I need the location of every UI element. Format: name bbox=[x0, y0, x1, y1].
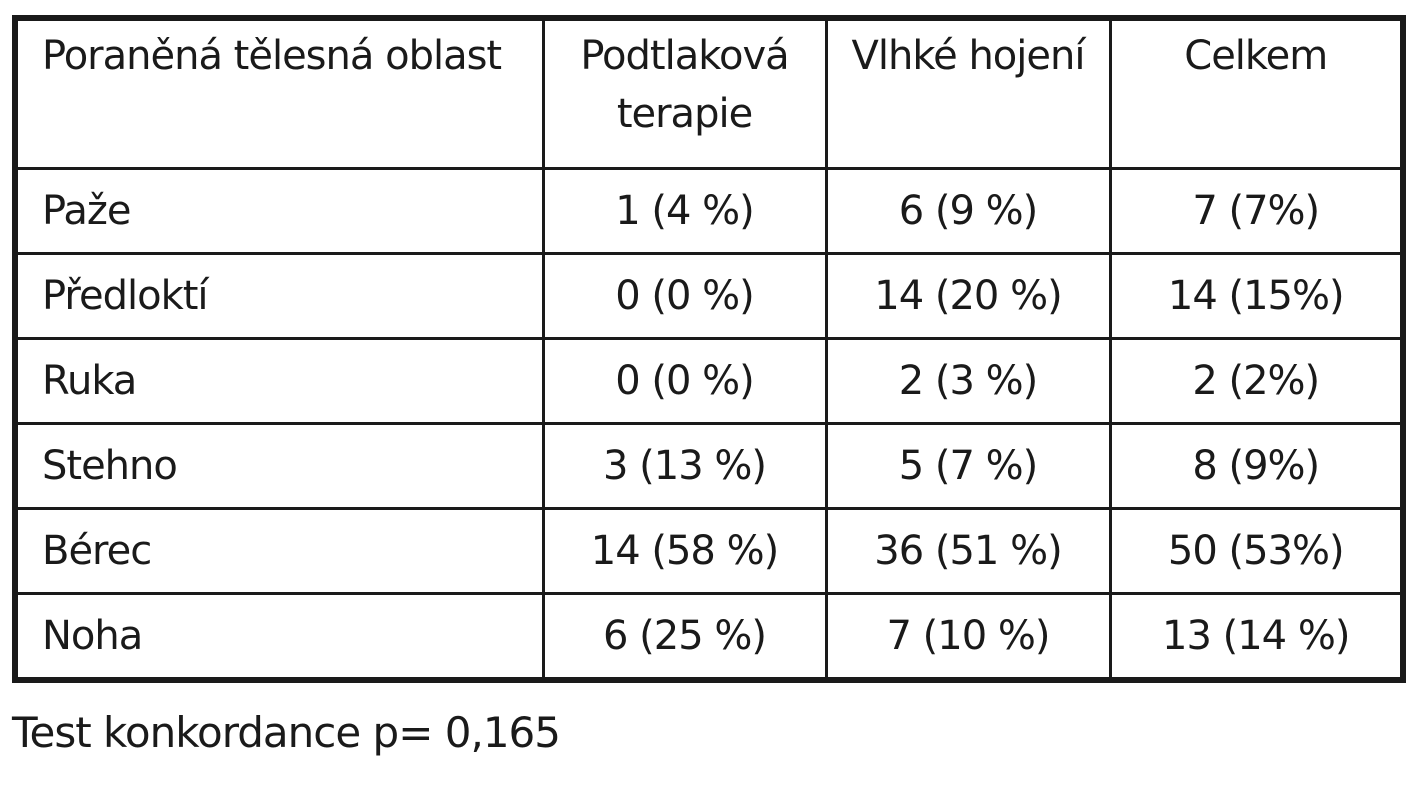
table-cell: 50 (53%) bbox=[1108, 507, 1405, 595]
data-table: Poraněná tělesná oblast Podtlaková terapi… bbox=[12, 15, 1406, 683]
table-row: Stehno 3 (13 %) 5 (7 %) 8 (9%) bbox=[13, 422, 1405, 510]
table-cell: 14 (20 %) bbox=[824, 252, 1112, 340]
row-label: Paže bbox=[13, 167, 545, 255]
row-label: Bérec bbox=[13, 507, 545, 595]
table-cell: 7 (10 %) bbox=[824, 592, 1112, 682]
table-cell: 14 (15%) bbox=[1108, 252, 1405, 340]
table-container: Poraněná tělesná oblast Podtlaková terapi… bbox=[12, 15, 1406, 683]
table-row: Předloktí 0 (0 %) 14 (20 %) 14 (15%) bbox=[13, 252, 1405, 340]
header-cell: Celkem bbox=[1108, 16, 1405, 170]
table-cell: 13 (14 %) bbox=[1108, 592, 1405, 682]
table-cell: 2 (2%) bbox=[1108, 337, 1405, 425]
table-row: Bérec 14 (58 %) 36 (51 %) 50 (53%) bbox=[13, 507, 1405, 595]
row-label: Předloktí bbox=[13, 252, 545, 340]
table-cell: 0 (0 %) bbox=[541, 337, 828, 425]
header-cell: Vlhké hojení bbox=[824, 16, 1112, 170]
header-cell: Podtlaková terapie bbox=[541, 16, 828, 170]
table-cell: 7 (7%) bbox=[1108, 167, 1405, 255]
table-body: Paže 1 (4 %) 6 (9 %) 7 (7%) Předloktí 0 (0 %)… bbox=[13, 167, 1405, 682]
table-head: Poraněná tělesná oblast Podtlaková terapi… bbox=[13, 16, 1405, 170]
table-cell: 3 (13 %) bbox=[541, 422, 828, 510]
table-cell: 2 (3 %) bbox=[824, 337, 1112, 425]
header-row: Poraněná tělesná oblast Podtlaková terapi… bbox=[13, 16, 1405, 170]
table-cell: 0 (0 %) bbox=[541, 252, 828, 340]
row-label: Noha bbox=[13, 592, 545, 682]
table-row: Noha 6 (25 %) 7 (10 %) 13 (14 %) bbox=[13, 592, 1405, 682]
footnote: Test konkordance p= 0,165 bbox=[12, 708, 561, 757]
table-cell: 6 (25 %) bbox=[541, 592, 828, 682]
table-row: Paže 1 (4 %) 6 (9 %) 7 (7%) bbox=[13, 167, 1405, 255]
header-cell: Poraněná tělesná oblast bbox=[13, 16, 545, 170]
table-cell: 1 (4 %) bbox=[541, 167, 828, 255]
table-cell: 6 (9 %) bbox=[824, 167, 1112, 255]
table-cell: 5 (7 %) bbox=[824, 422, 1112, 510]
table-row: Ruka 0 (0 %) 2 (3 %) 2 (2%) bbox=[13, 337, 1405, 425]
row-label: Stehno bbox=[13, 422, 545, 510]
table-cell: 36 (51 %) bbox=[824, 507, 1112, 595]
table-cell: 8 (9%) bbox=[1108, 422, 1405, 510]
table-cell: 14 (58 %) bbox=[541, 507, 828, 595]
row-label: Ruka bbox=[13, 337, 545, 425]
